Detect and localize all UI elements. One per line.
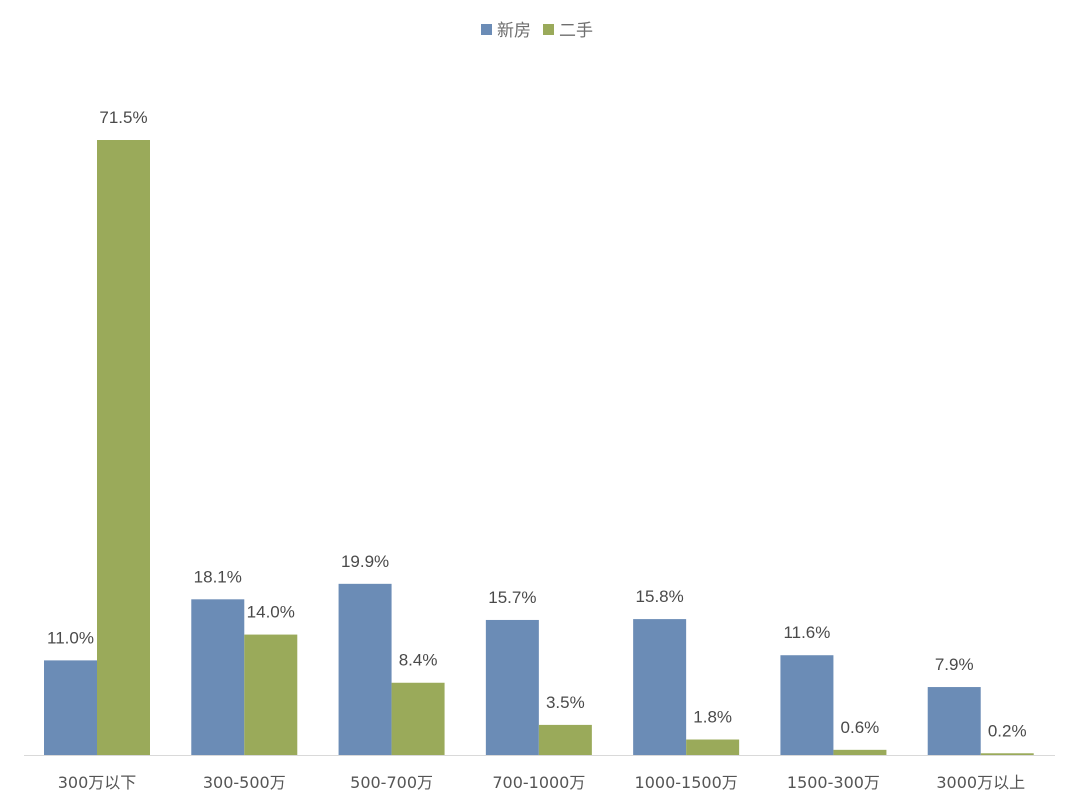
bar-new-5 xyxy=(780,655,834,755)
bar-new-3 xyxy=(485,619,539,755)
data-label-resale-5: 0.6% xyxy=(841,718,880,737)
bar-resale-0 xyxy=(97,140,150,755)
data-label-new-2: 19.9% xyxy=(341,552,389,571)
data-label-new-4: 15.8% xyxy=(636,587,684,606)
data-label-resale-4: 1.8% xyxy=(693,708,732,727)
data-label-new-5: 11.6% xyxy=(783,623,830,642)
data-label-new-6: 7.9% xyxy=(935,655,974,674)
x-tick-label-4: 1000-1500万 xyxy=(635,773,738,792)
bar-resale-5 xyxy=(833,749,887,755)
data-label-new-1: 18.1% xyxy=(194,567,242,586)
data-label-resale-6: 0.2% xyxy=(988,721,1027,740)
legend-swatch-resale xyxy=(543,24,554,35)
bars-layer xyxy=(44,140,1034,755)
legend-label-new: 新房 xyxy=(497,21,531,41)
x-tick-label-2: 500-700万 xyxy=(350,773,433,792)
data-label-resale-1: 14.0% xyxy=(247,603,295,622)
x-tick-label-6: 3000万以上 xyxy=(936,773,1025,792)
data-label-resale-2: 8.4% xyxy=(399,651,438,670)
bar-new-4 xyxy=(633,619,687,755)
x-tick-label-5: 1500-300万 xyxy=(787,773,880,792)
bar-resale-4 xyxy=(686,739,740,755)
data-label-resale-3: 3.5% xyxy=(546,693,585,712)
x-tick-labels: 300万以下 300-500万 500-700万 700-1000万 1000-1500… xyxy=(58,773,1025,792)
legend: 新房 二手 xyxy=(481,21,593,41)
bar-new-1 xyxy=(191,599,245,755)
x-tick-label-0: 300万以下 xyxy=(58,773,137,792)
legend-swatch-new xyxy=(481,24,492,35)
x-tick-label-1: 300-500万 xyxy=(203,773,286,792)
bar-resale-2 xyxy=(391,682,445,755)
bar-new-0 xyxy=(44,660,97,755)
data-label-new-3: 15.7% xyxy=(488,588,536,607)
bar-resale-1 xyxy=(244,634,298,755)
bar-new-2 xyxy=(338,583,392,755)
data-labels-layer: 11.0% 71.5% 18.1% 14.0% 19.9% 8.4% 15.7% 3.5% 15… xyxy=(47,108,1027,740)
bar-resale-3 xyxy=(538,724,592,755)
bar-new-6 xyxy=(927,687,981,755)
data-label-new-0: 11.0% xyxy=(47,628,94,647)
legend-label-resale: 二手 xyxy=(559,21,593,41)
x-tick-label-3: 700-1000万 xyxy=(492,773,585,792)
bar-resale-6 xyxy=(980,753,1034,755)
data-label-resale-0: 71.5% xyxy=(99,108,147,127)
